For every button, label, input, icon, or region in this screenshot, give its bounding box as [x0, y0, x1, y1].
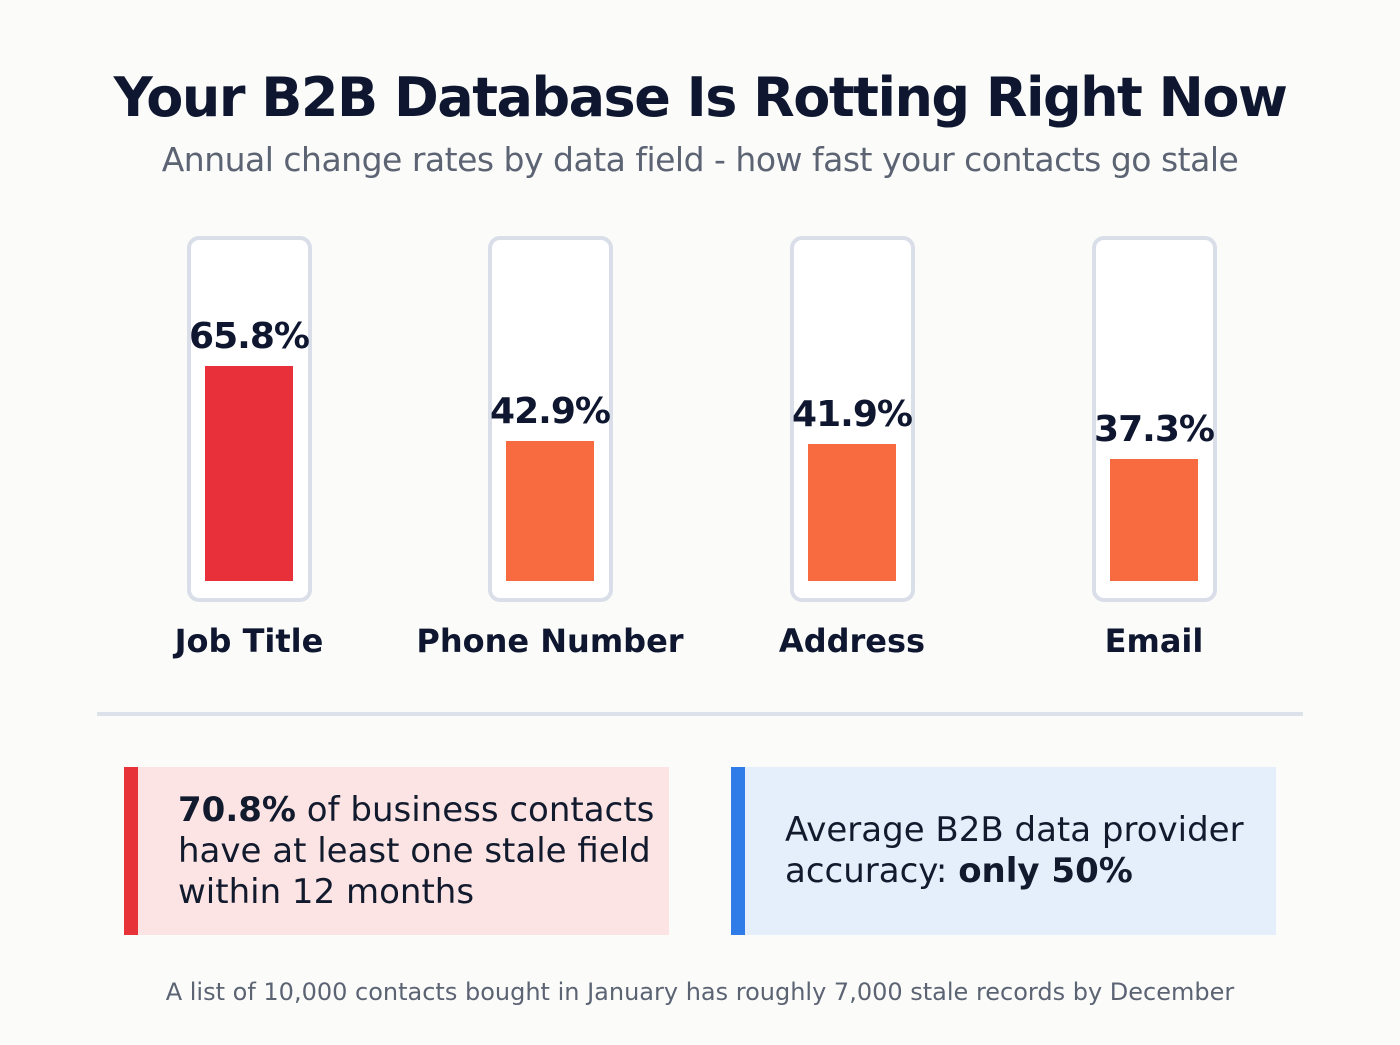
category-label: Job Title [174, 622, 324, 660]
footer-note: A list of 10,000 contacts bought in Janu… [165, 978, 1235, 1006]
stale-contacts-callout: 70.8% of business contacts have at least… [124, 767, 669, 935]
category-label: Address [778, 622, 926, 660]
bar [1110, 459, 1198, 581]
callout-bold-value: only 50% [958, 851, 1133, 891]
page-subtitle: Annual change rates by data field - how … [161, 140, 1239, 179]
bar [506, 440, 594, 581]
provider-accuracy-callout: Average B2B data provider accuracy: only… [731, 767, 1276, 935]
callout-text: Average B2B data provider accuracy: [785, 810, 1244, 891]
bar [205, 365, 293, 581]
bar [808, 443, 896, 581]
divider [97, 712, 1303, 716]
data-label: 65.8% [189, 315, 310, 357]
category-label: Email [1104, 622, 1204, 660]
page-title: Your B2B Database Is Rotting Right Now [113, 66, 1288, 129]
callout-text: of business contacts have at least one s… [178, 789, 655, 912]
data-label: 37.3% [1094, 409, 1215, 451]
data-label: 41.9% [792, 393, 913, 435]
callout-bold-value: 70.8% [178, 789, 296, 830]
category-label: Phone Number [416, 622, 684, 660]
data-label: 42.9% [490, 390, 611, 432]
